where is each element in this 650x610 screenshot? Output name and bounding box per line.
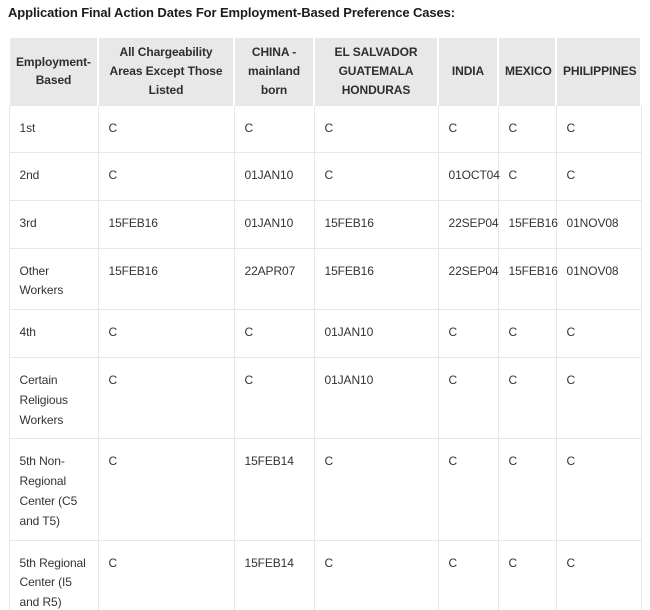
date-cell: C [555, 104, 642, 153]
date-cell: C [497, 151, 557, 201]
date-cell: C [555, 151, 642, 201]
final-action-dates-table: Employment-Based All Chargeability Areas … [8, 36, 642, 610]
date-cell: 15FEB16 [313, 247, 439, 311]
date-cell: 01OCT04 [437, 151, 500, 201]
row-category: 5th Non-Regional Center (C5 and T5) [8, 438, 99, 541]
table-row: 1st C C C C C C [8, 104, 642, 153]
date-cell: 01NOV08 [555, 199, 642, 249]
date-cell: C [97, 309, 235, 359]
date-cell: C [233, 104, 315, 153]
column-header: EL SALVADOR GUATEMALA HONDURAS [313, 36, 439, 105]
date-cell: C [437, 438, 499, 541]
table-head: Employment-Based All Chargeability Areas … [8, 36, 642, 105]
column-header: PHILIPPINES [555, 36, 642, 105]
date-cell: 15FEB16 [497, 199, 558, 249]
date-cell: C [313, 151, 439, 201]
date-cell: C [497, 104, 557, 153]
date-cell: C [497, 438, 557, 541]
date-cell: C [555, 438, 642, 541]
date-cell: C [313, 539, 439, 610]
page-title: Application Final Action Dates For Emplo… [8, 5, 456, 20]
date-cell: C [497, 357, 557, 440]
date-cell: 15FEB14 [233, 438, 315, 541]
date-cell: 15FEB16 [313, 199, 439, 249]
date-cell: 01JAN10 [233, 151, 315, 201]
date-cell: 15FEB16 [97, 247, 235, 311]
date-cell: C [437, 357, 499, 440]
table-row: Certain Religious Workers C C 01JAN10 C C C [8, 357, 642, 440]
table-row: 4th C C 01JAN10 C C C [8, 309, 642, 359]
date-cell: C [97, 104, 235, 153]
date-cell: 01JAN10 [233, 199, 315, 249]
date-cell: C [497, 309, 557, 359]
date-cell: C [497, 539, 557, 610]
table-row: 5th Non-Regional Center (C5 and T5) C 15FE… [8, 438, 642, 541]
table-body: 1st C C C C C C 2nd C 01JAN10 C 01OCT04 C C 3rd 15FEB16… [8, 104, 642, 610]
date-cell: C [233, 309, 315, 359]
table-row: 3rd 15FEB16 01JAN10 15FEB16 22SEP04 15FEB16 01… [8, 199, 642, 249]
date-cell: 01JAN10 [313, 357, 439, 440]
row-category: 3rd [8, 199, 99, 249]
row-category: 1st [8, 104, 99, 153]
row-category: Other Workers [8, 247, 99, 311]
table-row: 5th Regional Center (I5 and R5) C 15FEB14 C… [8, 539, 642, 610]
row-category: 4th [8, 309, 99, 359]
column-header: INDIA [437, 36, 499, 105]
table-row: Other Workers 15FEB16 22APR07 15FEB16 22SEP0… [8, 247, 642, 311]
date-cell: C [555, 539, 642, 610]
date-cell: C [97, 151, 235, 201]
date-cell: 01NOV08 [555, 247, 642, 311]
row-category: 5th Regional Center (I5 and R5) [8, 539, 99, 610]
date-cell: 22APR07 [233, 247, 315, 311]
date-cell: C [97, 539, 235, 610]
date-cell: 22SEP04 [437, 199, 499, 249]
column-header: CHINA - mainland born [233, 36, 315, 105]
column-header: Employment-Based [8, 36, 99, 105]
date-cell: C [97, 438, 235, 541]
date-cell: 15FEB16 [97, 199, 235, 249]
date-cell: C [437, 539, 499, 610]
date-cell: C [233, 357, 315, 440]
column-header: All Chargeability Areas Except Those Lis… [97, 36, 235, 105]
table-row: 2nd C 01JAN10 C 01OCT04 C C [8, 151, 642, 201]
date-cell: 15FEB14 [233, 539, 315, 610]
date-cell: C [555, 309, 642, 359]
header-row: Employment-Based All Chargeability Areas … [8, 36, 642, 105]
row-category: Certain Religious Workers [8, 357, 99, 440]
date-cell: C [437, 309, 499, 359]
date-cell: 01JAN10 [313, 309, 439, 359]
date-cell: C [97, 357, 235, 440]
row-category: 2nd [8, 151, 99, 201]
date-cell: C [437, 104, 499, 153]
date-cell: C [313, 438, 439, 541]
date-cell: C [555, 357, 642, 440]
date-cell: 22SEP04 [437, 247, 499, 311]
column-header: MEXICO [497, 36, 557, 105]
date-cell: C [313, 104, 439, 153]
date-cell: 15FEB16 [497, 247, 558, 311]
